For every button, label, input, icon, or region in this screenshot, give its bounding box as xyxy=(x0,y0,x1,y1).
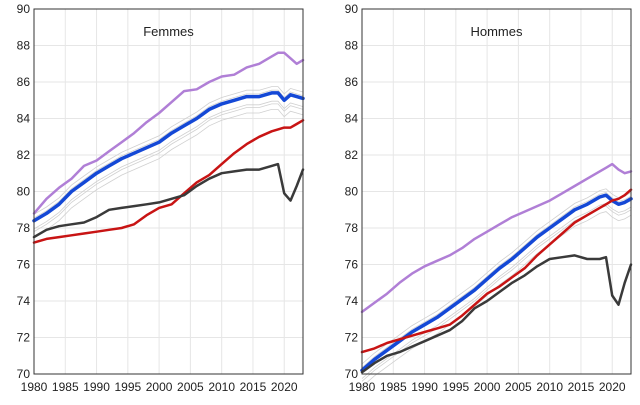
background-series-line xyxy=(33,103,304,232)
background-series-line xyxy=(361,211,632,388)
y-tick-label: 74 xyxy=(17,294,31,308)
panel-title: Hommes xyxy=(470,24,523,39)
series-line-red xyxy=(32,119,305,244)
x-tick-label: 1995 xyxy=(114,380,141,394)
panel-hommes: 70 72 74 76 78 80 82 84 86 88 90 1980 1985 1990 1995 20… xyxy=(345,2,633,394)
y-tick-label: 86 xyxy=(345,75,359,89)
panel-title: Femmes xyxy=(143,24,194,39)
y-tick-label: 84 xyxy=(345,112,359,126)
background-series-line xyxy=(361,205,632,382)
y-tick-label: 80 xyxy=(345,185,359,199)
y-tick-label: 88 xyxy=(345,39,359,53)
x-tick-label: 1990 xyxy=(411,380,438,394)
background-series-line xyxy=(361,202,632,379)
plot-frame xyxy=(33,8,304,375)
y-tick-label: 84 xyxy=(17,112,31,126)
x-tick-label: 1990 xyxy=(83,380,110,394)
y-tick-label: 82 xyxy=(345,148,359,162)
x-tick-label: 2010 xyxy=(536,380,563,394)
y-tick-label: 90 xyxy=(345,2,359,16)
x-tick-label: 1980 xyxy=(349,380,376,394)
plot-frame xyxy=(361,8,632,375)
series-line-purple xyxy=(360,162,633,314)
y-tick-label: 70 xyxy=(345,367,359,381)
x-tick-label: 2010 xyxy=(208,380,235,394)
y-tick-label: 80 xyxy=(17,185,31,199)
x-tick-label: 2015 xyxy=(240,380,267,394)
y-tick-label: 86 xyxy=(17,75,31,89)
background-series-line xyxy=(361,188,632,365)
y-tick-label: 76 xyxy=(17,258,31,272)
y-tick-label: 78 xyxy=(17,221,31,235)
y-tick-label: 72 xyxy=(17,331,31,345)
series-line-purple xyxy=(32,51,305,215)
x-tick-label: 2000 xyxy=(146,380,173,394)
x-tick-label: 2005 xyxy=(505,380,532,394)
y-tick-label: 76 xyxy=(345,258,359,272)
y-tick-label: 70 xyxy=(17,367,31,381)
x-tick-label: 1995 xyxy=(442,380,469,394)
series-line-dark xyxy=(360,254,633,374)
y-tick-label: 82 xyxy=(17,148,31,162)
background-series-line xyxy=(33,89,304,219)
x-tick-label: 2020 xyxy=(599,380,626,394)
x-tick-label: 1980 xyxy=(21,380,48,394)
background-series-line xyxy=(33,86,304,215)
y-tick-label: 74 xyxy=(345,294,359,308)
x-tick-label: 1985 xyxy=(52,380,79,394)
y-tick-label: 78 xyxy=(345,221,359,235)
series-line-dark xyxy=(32,162,305,239)
x-tick-label: 2005 xyxy=(177,380,204,394)
y-tick-label: 72 xyxy=(345,331,359,345)
background-series-line xyxy=(361,194,632,371)
series-line-blue xyxy=(32,91,305,223)
x-tick-label: 1985 xyxy=(380,380,407,394)
series-line-blue xyxy=(360,193,633,373)
y-tick-label: 90 xyxy=(17,2,31,16)
background-series-line xyxy=(33,100,304,230)
x-tick-label: 2020 xyxy=(271,380,298,394)
panel-femmes: 70 72 74 76 78 80 82 84 86 88 90 1980 1985 1990 1995 20… xyxy=(17,2,305,394)
y-tick-label: 88 xyxy=(17,39,31,53)
series-line-red xyxy=(360,188,633,354)
x-tick-label: 2000 xyxy=(474,380,501,394)
background-series-line xyxy=(361,191,632,368)
background-series-line xyxy=(33,109,304,238)
x-tick-label: 2015 xyxy=(568,380,595,394)
